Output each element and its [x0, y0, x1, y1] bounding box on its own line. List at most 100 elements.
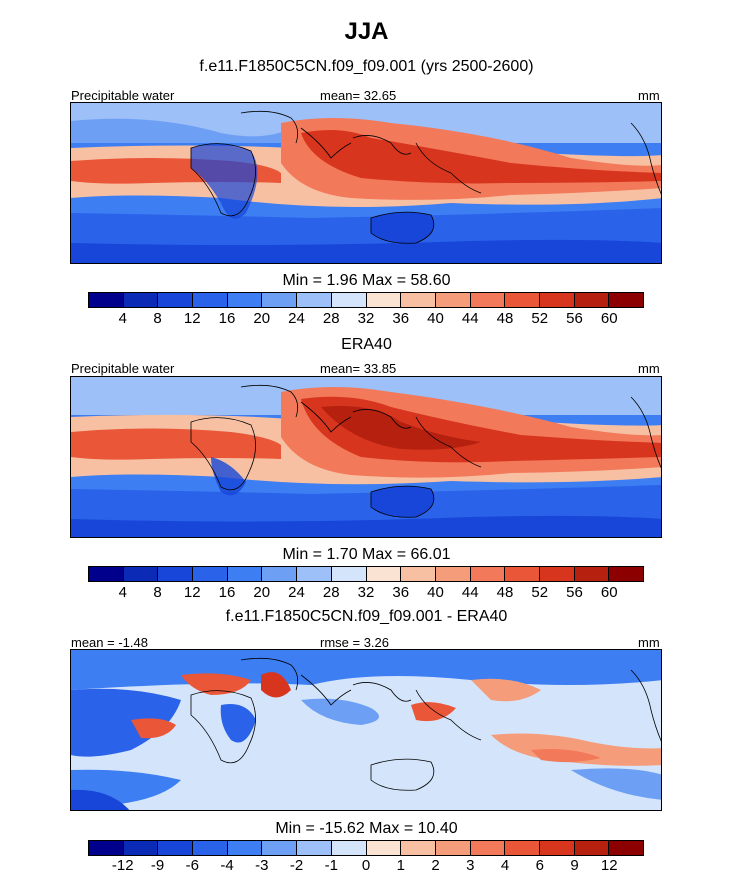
panel1-mean-label: mean= 32.65 — [320, 88, 397, 103]
colorbar-tick-label: 56 — [566, 310, 583, 327]
colorbar-cell — [401, 841, 436, 855]
panel1-colorbar-ticks: 4 8 12 16 20 24 28 32 36 40 44 48 52 56 60 — [88, 310, 644, 328]
panel1-map — [70, 102, 662, 264]
colorbar-tick-label: 28 — [322, 310, 340, 327]
colorbar-tick-label: 8 — [153, 310, 162, 327]
colorbar-tick-label: 4 — [118, 310, 127, 327]
colorbar-cell — [123, 841, 159, 855]
colorbar-tick-label: 32 — [357, 310, 375, 327]
panel3-mean-label: mean = -1.48 — [71, 635, 148, 650]
panel1-heading: f.e11.F1850C5CN.f09_f09.001 (yrs 2500-26… — [199, 58, 534, 75]
colorbar-tick-label: 12 — [183, 584, 201, 601]
colorbar-cell — [331, 841, 367, 855]
panel1-minmax: Min = 1.96 Max = 58.60 — [282, 272, 451, 289]
colorbar-tick-label: 52 — [531, 584, 549, 601]
colorbar-tick-label: 24 — [288, 584, 305, 601]
colorbar-cell — [158, 293, 194, 307]
colorbar-cell — [401, 293, 436, 307]
colorbar-cell — [401, 567, 436, 581]
colorbar-cell — [435, 567, 471, 581]
colorbar-tick-label: 6 — [535, 857, 544, 874]
colorbar-cell — [505, 841, 540, 855]
colorbar-tick-label: 0 — [361, 857, 371, 874]
panel1-left-label: Precipitable water — [71, 88, 175, 103]
colorbar-cell — [123, 293, 159, 307]
panel2-minmax: Min = 1.70 Max = 66.01 — [282, 546, 451, 563]
colorbar-cell — [539, 293, 575, 307]
colorbar-cell — [331, 567, 367, 581]
colorbar-tick-label: 36 — [392, 310, 410, 327]
colorbar-cell — [574, 293, 610, 307]
colorbar-cell — [89, 567, 124, 581]
panel2-map-svg — [71, 377, 661, 537]
colorbar-cell — [574, 841, 610, 855]
colorbar-tick-label: 12 — [183, 310, 201, 327]
colorbar-cell — [262, 293, 298, 307]
colorbar-tick-label: 56 — [566, 584, 583, 601]
colorbar-tick-label: 52 — [531, 310, 549, 327]
colorbar-tick-label: -6 — [185, 857, 199, 874]
colorbar-tick-label: 44 — [461, 310, 479, 327]
panel1-unit-label: mm — [638, 88, 660, 103]
colorbar-cell — [297, 841, 332, 855]
panel3-heading: f.e11.F1850C5CN.f09_f09.001 - ERA40 — [225, 608, 508, 625]
colorbar-cell — [574, 567, 610, 581]
colorbar-cell — [331, 293, 367, 307]
colorbar-tick-label: -9 — [150, 857, 165, 874]
colorbar-cell — [505, 567, 540, 581]
colorbar-tick-label: 24 — [288, 310, 305, 327]
colorbar-cell — [539, 567, 575, 581]
panel2-colorbar — [88, 566, 644, 582]
colorbar-tick-label: 8 — [153, 584, 162, 601]
colorbar-cell — [609, 567, 643, 581]
colorbar-tick-label: 2 — [431, 857, 440, 874]
colorbar-cell — [297, 567, 332, 581]
colorbar-tick-label: 3 — [466, 857, 475, 874]
colorbar-tick-label: 60 — [600, 584, 618, 601]
colorbar-cell — [539, 841, 575, 855]
colorbar-tick-label: 1 — [396, 857, 405, 874]
colorbar-cell — [505, 293, 540, 307]
colorbar-cell — [297, 293, 332, 307]
colorbar-tick-label: 28 — [322, 584, 340, 601]
colorbar-tick-label: -3 — [255, 857, 269, 874]
panel3-map-svg — [71, 650, 661, 810]
panel2-colorbar-ticks: 4 8 12 16 20 24 28 32 36 40 44 48 52 56 60 — [88, 584, 644, 602]
colorbar-cell — [158, 567, 194, 581]
panel3-colorbar — [88, 840, 644, 856]
colorbar-cell — [470, 293, 506, 307]
panel2-mean-label: mean= 33.85 — [320, 361, 397, 376]
colorbar-tick-label: -1 — [324, 857, 338, 874]
colorbar-tick-label: 36 — [392, 584, 410, 601]
colorbar-cell — [193, 293, 228, 307]
colorbar-cell — [470, 567, 506, 581]
colorbar-tick-label: 20 — [253, 310, 271, 327]
colorbar-tick-label: 4 — [500, 857, 510, 874]
panel2-heading: ERA40 — [341, 336, 392, 353]
colorbar-cell — [123, 567, 159, 581]
colorbar-cell — [435, 293, 471, 307]
colorbar-tick-label: 32 — [357, 584, 375, 601]
colorbar-cell — [262, 841, 298, 855]
colorbar-cell — [470, 841, 506, 855]
colorbar-tick-label: 44 — [461, 584, 479, 601]
colorbar-cell — [89, 293, 124, 307]
panel1-map-svg — [71, 103, 661, 263]
panel1-colorbar — [88, 292, 644, 308]
colorbar-cell — [193, 567, 228, 581]
panel2-unit-label: mm — [638, 361, 660, 376]
colorbar-tick-label: 4 — [118, 584, 127, 601]
colorbar-cell — [227, 841, 263, 855]
panel3-map — [70, 649, 662, 811]
colorbar-tick-label: 9 — [570, 857, 579, 874]
colorbar-tick-label: 16 — [218, 584, 236, 601]
colorbar-cell — [609, 841, 643, 855]
colorbar-cell — [366, 841, 402, 855]
colorbar-tick-label: -4 — [220, 857, 234, 874]
colorbar-tick-label: -2 — [289, 857, 304, 874]
panel2-left-label: Precipitable water — [71, 361, 175, 376]
colorbar-cell — [227, 567, 263, 581]
panel2-map — [70, 376, 662, 538]
colorbar-cell — [262, 567, 298, 581]
colorbar-tick-label: -12 — [111, 857, 134, 874]
